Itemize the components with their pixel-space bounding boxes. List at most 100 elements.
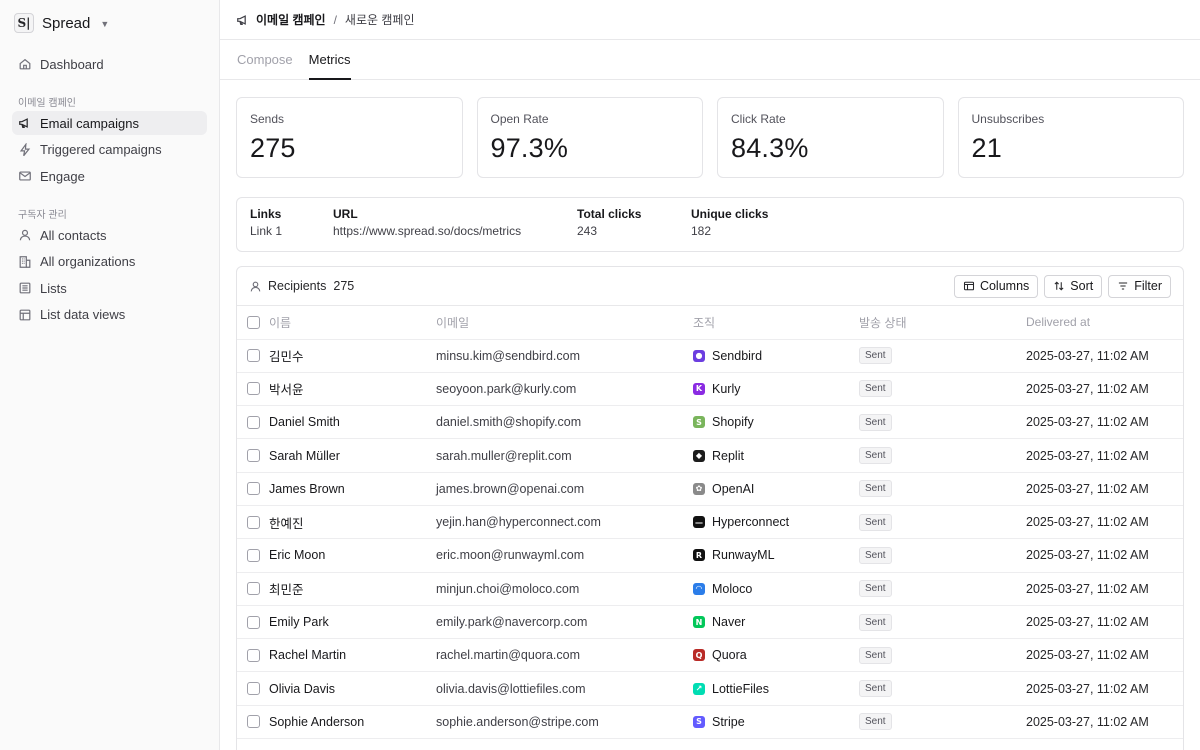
organization[interactable]: ◠ Moloco xyxy=(693,582,859,596)
organization[interactable]: ↗ LottieFiles xyxy=(693,682,859,696)
sort-arrows-icon xyxy=(1054,281,1064,291)
sidebar-item-dashboard[interactable]: Dashboard xyxy=(12,52,207,76)
organization[interactable]: K Kurly xyxy=(693,382,859,396)
organization[interactable]: ◆ Replit xyxy=(693,449,859,463)
recipients-label: Recipients xyxy=(268,279,327,293)
recipient-email: minjun.choi@moloco.com xyxy=(436,572,693,606)
total-clicks-header: Total clicks xyxy=(577,207,642,221)
sort-button[interactable]: Sort xyxy=(1044,274,1103,298)
brand-logo: S| xyxy=(14,13,34,33)
table-row[interactable]: 한예진 yejin.han@hyperconnect.com — Hyperconne… xyxy=(237,505,1183,540)
row-select-cell xyxy=(237,705,269,740)
breadcrumb: 이메일 캠페인 / 새로운 캠페인 xyxy=(220,0,1200,40)
recipient-name: Sarah Müller xyxy=(269,438,436,473)
table-row[interactable]: Emily Park emily.park@navercorp.com N Naver… xyxy=(237,605,1183,640)
recipients-title: Recipients 275 xyxy=(249,279,354,293)
organization[interactable]: ● Sendbird xyxy=(693,349,859,363)
column-header-status[interactable]: 발송 상태 xyxy=(859,306,1026,340)
table-row[interactable]: Sophie Anderson sophie.anderson@stripe.co… xyxy=(237,705,1183,740)
organization[interactable]: Q Quora xyxy=(693,648,859,662)
organization-name: RunwayML xyxy=(712,548,775,563)
status-cell: Sent xyxy=(859,472,1026,506)
row-checkbox[interactable] xyxy=(247,548,260,562)
organization[interactable]: S Stripe xyxy=(693,715,859,729)
recipient-email: eric.moon@runwayml.com xyxy=(436,538,693,573)
recipients-count: 275 xyxy=(333,279,355,293)
organization-cell: N Naver xyxy=(693,605,859,640)
filter-button[interactable]: Filter xyxy=(1108,274,1171,298)
status-badge: Sent xyxy=(859,713,892,731)
organization-logo-icon: ◠ xyxy=(693,582,705,595)
table-row[interactable]: Eric Moon eric.moon@runwayml.com R RunwayML… xyxy=(237,538,1183,573)
table-row[interactable]: 김민수 minsu.kim@sendbird.com ● Sendbird Sent 20… xyxy=(237,339,1183,373)
table-row[interactable]: Daniel Smith daniel.smith@shopify.com S Sho… xyxy=(237,405,1183,440)
tab-metrics[interactable]: Metrics xyxy=(308,39,351,80)
columns-label: Columns xyxy=(979,279,1030,293)
sidebar-item-list-data-views[interactable]: List data views xyxy=(12,303,207,327)
column-header-delivered-at[interactable]: Delivered at xyxy=(1026,306,1183,340)
mail-icon xyxy=(19,171,31,181)
organization[interactable]: ✿ OpenAI xyxy=(693,482,859,496)
breadcrumb-parent[interactable]: 이메일 캠페인 xyxy=(256,13,326,27)
sidebar-item-all-contacts[interactable]: All contacts xyxy=(12,223,207,247)
organization-cell: S Shopify xyxy=(693,405,859,440)
row-checkbox[interactable] xyxy=(247,482,260,496)
table-row[interactable]: Rachel Martin rachel.martin@quora.com Q Quo… xyxy=(237,638,1183,673)
organization[interactable]: N Naver xyxy=(693,615,859,629)
organization-cell: S Stripe xyxy=(693,705,859,740)
row-checkbox[interactable] xyxy=(247,648,260,662)
table-row[interactable]: 최민준 minjun.choi@moloco.com ◠ Moloco Sent 2025… xyxy=(237,572,1183,606)
link-url[interactable]: https://www.spread.so/docs/metrics xyxy=(333,224,522,238)
table-row[interactable]: Sarah Müller sarah.muller@replit.com ◆ Repl… xyxy=(237,438,1183,473)
recipients-table: 이름 이메일 조직 발송 상태 Delivered at 김민수 minsu.ki… xyxy=(237,306,1183,740)
organization-logo-icon: K xyxy=(693,382,705,395)
organization-name: LottieFiles xyxy=(712,681,769,696)
recipient-email: minsu.kim@sendbird.com xyxy=(436,339,693,373)
delivered-at: 2025-03-27, 11:02 AM xyxy=(1026,705,1183,740)
organization-cell: Q Quora xyxy=(693,638,859,673)
row-checkbox[interactable] xyxy=(247,515,260,529)
status-badge: Sent xyxy=(859,613,892,631)
sidebar-item-lists[interactable]: Lists xyxy=(12,276,207,300)
stat-value: 21 xyxy=(971,133,1002,163)
row-checkbox[interactable] xyxy=(247,715,260,729)
sidebar-item-engage[interactable]: Engage xyxy=(12,164,207,188)
workspace-switcher[interactable]: S| Spread ▼ xyxy=(12,12,207,34)
sidebar-item-email-campaigns[interactable]: Email campaigns xyxy=(12,111,207,135)
row-checkbox[interactable] xyxy=(247,382,260,396)
sidebar-item-triggered-campaigns[interactable]: Triggered campaigns xyxy=(12,138,207,162)
row-checkbox[interactable] xyxy=(247,682,260,696)
column-header-organization[interactable]: 조직 xyxy=(693,306,859,340)
row-checkbox[interactable] xyxy=(247,415,260,429)
megaphone-icon xyxy=(237,14,246,25)
organization-logo-icon: ● xyxy=(693,349,705,362)
row-select-cell xyxy=(237,372,269,407)
list-icon xyxy=(19,282,31,294)
column-header-name[interactable]: 이름 xyxy=(269,306,436,340)
link-name: Link 1 xyxy=(250,224,283,238)
status-badge: Sent xyxy=(859,546,892,564)
table-row[interactable]: Olivia Davis olivia.davis@lottiefiles.com… xyxy=(237,671,1183,706)
row-checkbox[interactable] xyxy=(247,449,260,463)
organization[interactable]: — Hyperconnect xyxy=(693,515,859,529)
organization-name: Hyperconnect xyxy=(712,515,790,530)
sidebar-item-label: All contacts xyxy=(40,227,107,243)
columns-button[interactable]: Columns xyxy=(953,274,1039,298)
row-checkbox[interactable] xyxy=(247,582,260,596)
organization[interactable]: S Shopify xyxy=(693,415,859,429)
table-row[interactable]: 박서윤 seoyoon.park@kurly.com K Kurly Sent 2025-… xyxy=(237,372,1183,407)
row-checkbox[interactable] xyxy=(247,615,260,629)
sidebar-item-all-organizations[interactable]: All organizations xyxy=(12,250,207,274)
select-all-checkbox[interactable] xyxy=(247,315,260,329)
total-clicks-value: 243 xyxy=(577,224,598,238)
row-checkbox[interactable] xyxy=(247,349,260,363)
column-header-email[interactable]: 이메일 xyxy=(436,306,693,340)
stat-label: Sends xyxy=(250,112,285,126)
breadcrumb-separator: / xyxy=(333,12,337,27)
tab-compose[interactable]: Compose xyxy=(237,51,293,67)
table-row[interactable]: James Brown james.brown@openai.com ✿ OpenAI… xyxy=(237,472,1183,506)
organization[interactable]: R RunwayML xyxy=(693,548,859,562)
links-column: Links Link 1 xyxy=(250,207,282,241)
delivered-at: 2025-03-27, 11:02 AM xyxy=(1026,405,1183,440)
